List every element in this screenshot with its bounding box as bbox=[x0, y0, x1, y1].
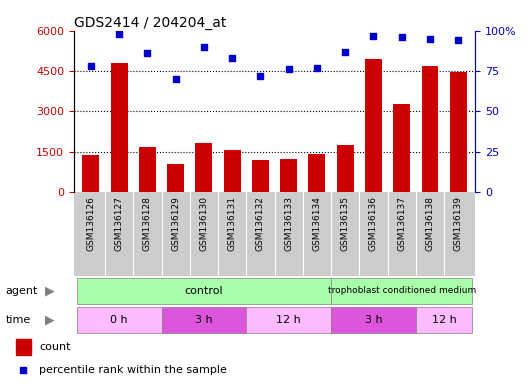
Bar bbox=[331, 278, 473, 304]
Bar bbox=[139, 147, 156, 192]
Text: GSM136131: GSM136131 bbox=[228, 196, 237, 251]
Text: GSM136126: GSM136126 bbox=[87, 196, 96, 251]
Bar bbox=[82, 155, 99, 192]
Text: 3 h: 3 h bbox=[365, 314, 382, 325]
Bar bbox=[450, 71, 467, 192]
Text: GSM136134: GSM136134 bbox=[313, 196, 322, 251]
Bar bbox=[337, 145, 354, 192]
Bar bbox=[111, 63, 128, 192]
Bar bbox=[77, 307, 162, 333]
Point bbox=[285, 66, 293, 73]
Text: GSM136132: GSM136132 bbox=[256, 196, 265, 251]
Bar bbox=[167, 164, 184, 192]
Bar bbox=[246, 307, 331, 333]
Bar bbox=[16, 339, 31, 355]
Text: trophoblast conditioned medium: trophoblast conditioned medium bbox=[327, 286, 476, 295]
Text: GSM136127: GSM136127 bbox=[115, 196, 124, 251]
Point bbox=[19, 367, 27, 373]
Bar bbox=[77, 278, 331, 304]
Point bbox=[426, 36, 434, 42]
Text: GSM136136: GSM136136 bbox=[369, 196, 378, 251]
Text: count: count bbox=[39, 342, 70, 352]
Text: time: time bbox=[5, 314, 31, 325]
Text: GSM136135: GSM136135 bbox=[341, 196, 350, 251]
Text: GSM136139: GSM136139 bbox=[454, 196, 463, 251]
Text: GSM136138: GSM136138 bbox=[426, 196, 435, 251]
Point bbox=[228, 55, 237, 61]
Point bbox=[256, 73, 265, 79]
Bar bbox=[280, 159, 297, 192]
Text: GSM136137: GSM136137 bbox=[397, 196, 406, 251]
Text: percentile rank within the sample: percentile rank within the sample bbox=[39, 365, 227, 375]
Text: GSM136129: GSM136129 bbox=[171, 196, 180, 251]
Text: ▶: ▶ bbox=[45, 285, 55, 297]
Bar bbox=[224, 149, 241, 192]
Point bbox=[341, 49, 350, 55]
Text: control: control bbox=[185, 286, 223, 296]
Bar bbox=[416, 307, 473, 333]
Bar bbox=[195, 143, 212, 192]
Point bbox=[313, 65, 321, 71]
Text: GSM136130: GSM136130 bbox=[200, 196, 209, 251]
Bar bbox=[162, 307, 246, 333]
Bar bbox=[393, 104, 410, 192]
Point bbox=[172, 76, 180, 82]
Point bbox=[398, 34, 406, 40]
Bar bbox=[252, 160, 269, 192]
Text: 12 h: 12 h bbox=[276, 314, 301, 325]
Text: agent: agent bbox=[5, 286, 37, 296]
Point bbox=[115, 31, 124, 37]
Text: 0 h: 0 h bbox=[110, 314, 128, 325]
Bar bbox=[331, 307, 416, 333]
Point bbox=[454, 37, 463, 43]
Text: GSM136128: GSM136128 bbox=[143, 196, 152, 251]
Point bbox=[200, 44, 208, 50]
Text: GDS2414 / 204204_at: GDS2414 / 204204_at bbox=[74, 16, 227, 30]
Text: 12 h: 12 h bbox=[432, 314, 457, 325]
Bar bbox=[365, 59, 382, 192]
Point bbox=[369, 33, 378, 39]
Bar bbox=[421, 66, 438, 192]
Text: GSM136133: GSM136133 bbox=[284, 196, 293, 251]
Bar bbox=[308, 154, 325, 192]
Point bbox=[143, 50, 152, 56]
Text: 3 h: 3 h bbox=[195, 314, 213, 325]
Point bbox=[87, 63, 95, 69]
Text: ▶: ▶ bbox=[45, 313, 55, 326]
